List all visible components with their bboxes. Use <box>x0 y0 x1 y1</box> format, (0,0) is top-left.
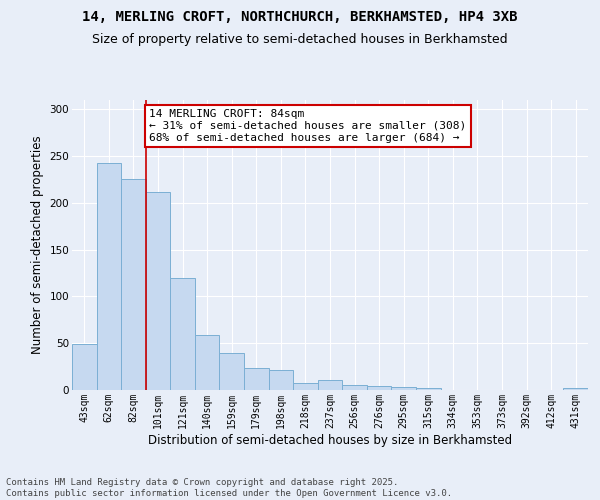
Bar <box>195 335 220 390</box>
Bar <box>97 162 121 390</box>
Text: Contains HM Land Registry data © Crown copyright and database right 2025.
Contai: Contains HM Land Registry data © Crown c… <box>6 478 452 498</box>
Bar <box>244 368 269 390</box>
Bar <box>220 352 244 390</box>
Bar <box>170 278 195 390</box>
Bar <box>342 386 367 390</box>
Bar <box>146 192 170 390</box>
Bar <box>367 386 391 390</box>
Text: 14, MERLING CROFT, NORTHCHURCH, BERKHAMSTED, HP4 3XB: 14, MERLING CROFT, NORTHCHURCH, BERKHAMS… <box>82 10 518 24</box>
Y-axis label: Number of semi-detached properties: Number of semi-detached properties <box>31 136 44 354</box>
Bar <box>318 380 342 390</box>
Bar <box>563 388 588 390</box>
Bar <box>416 388 440 390</box>
Bar <box>72 344 97 390</box>
Bar <box>293 382 318 390</box>
Bar <box>269 370 293 390</box>
Bar <box>391 387 416 390</box>
Bar <box>121 178 146 390</box>
X-axis label: Distribution of semi-detached houses by size in Berkhamsted: Distribution of semi-detached houses by … <box>148 434 512 446</box>
Text: 14 MERLING CROFT: 84sqm
← 31% of semi-detached houses are smaller (308)
68% of s: 14 MERLING CROFT: 84sqm ← 31% of semi-de… <box>149 110 467 142</box>
Text: Size of property relative to semi-detached houses in Berkhamsted: Size of property relative to semi-detach… <box>92 32 508 46</box>
